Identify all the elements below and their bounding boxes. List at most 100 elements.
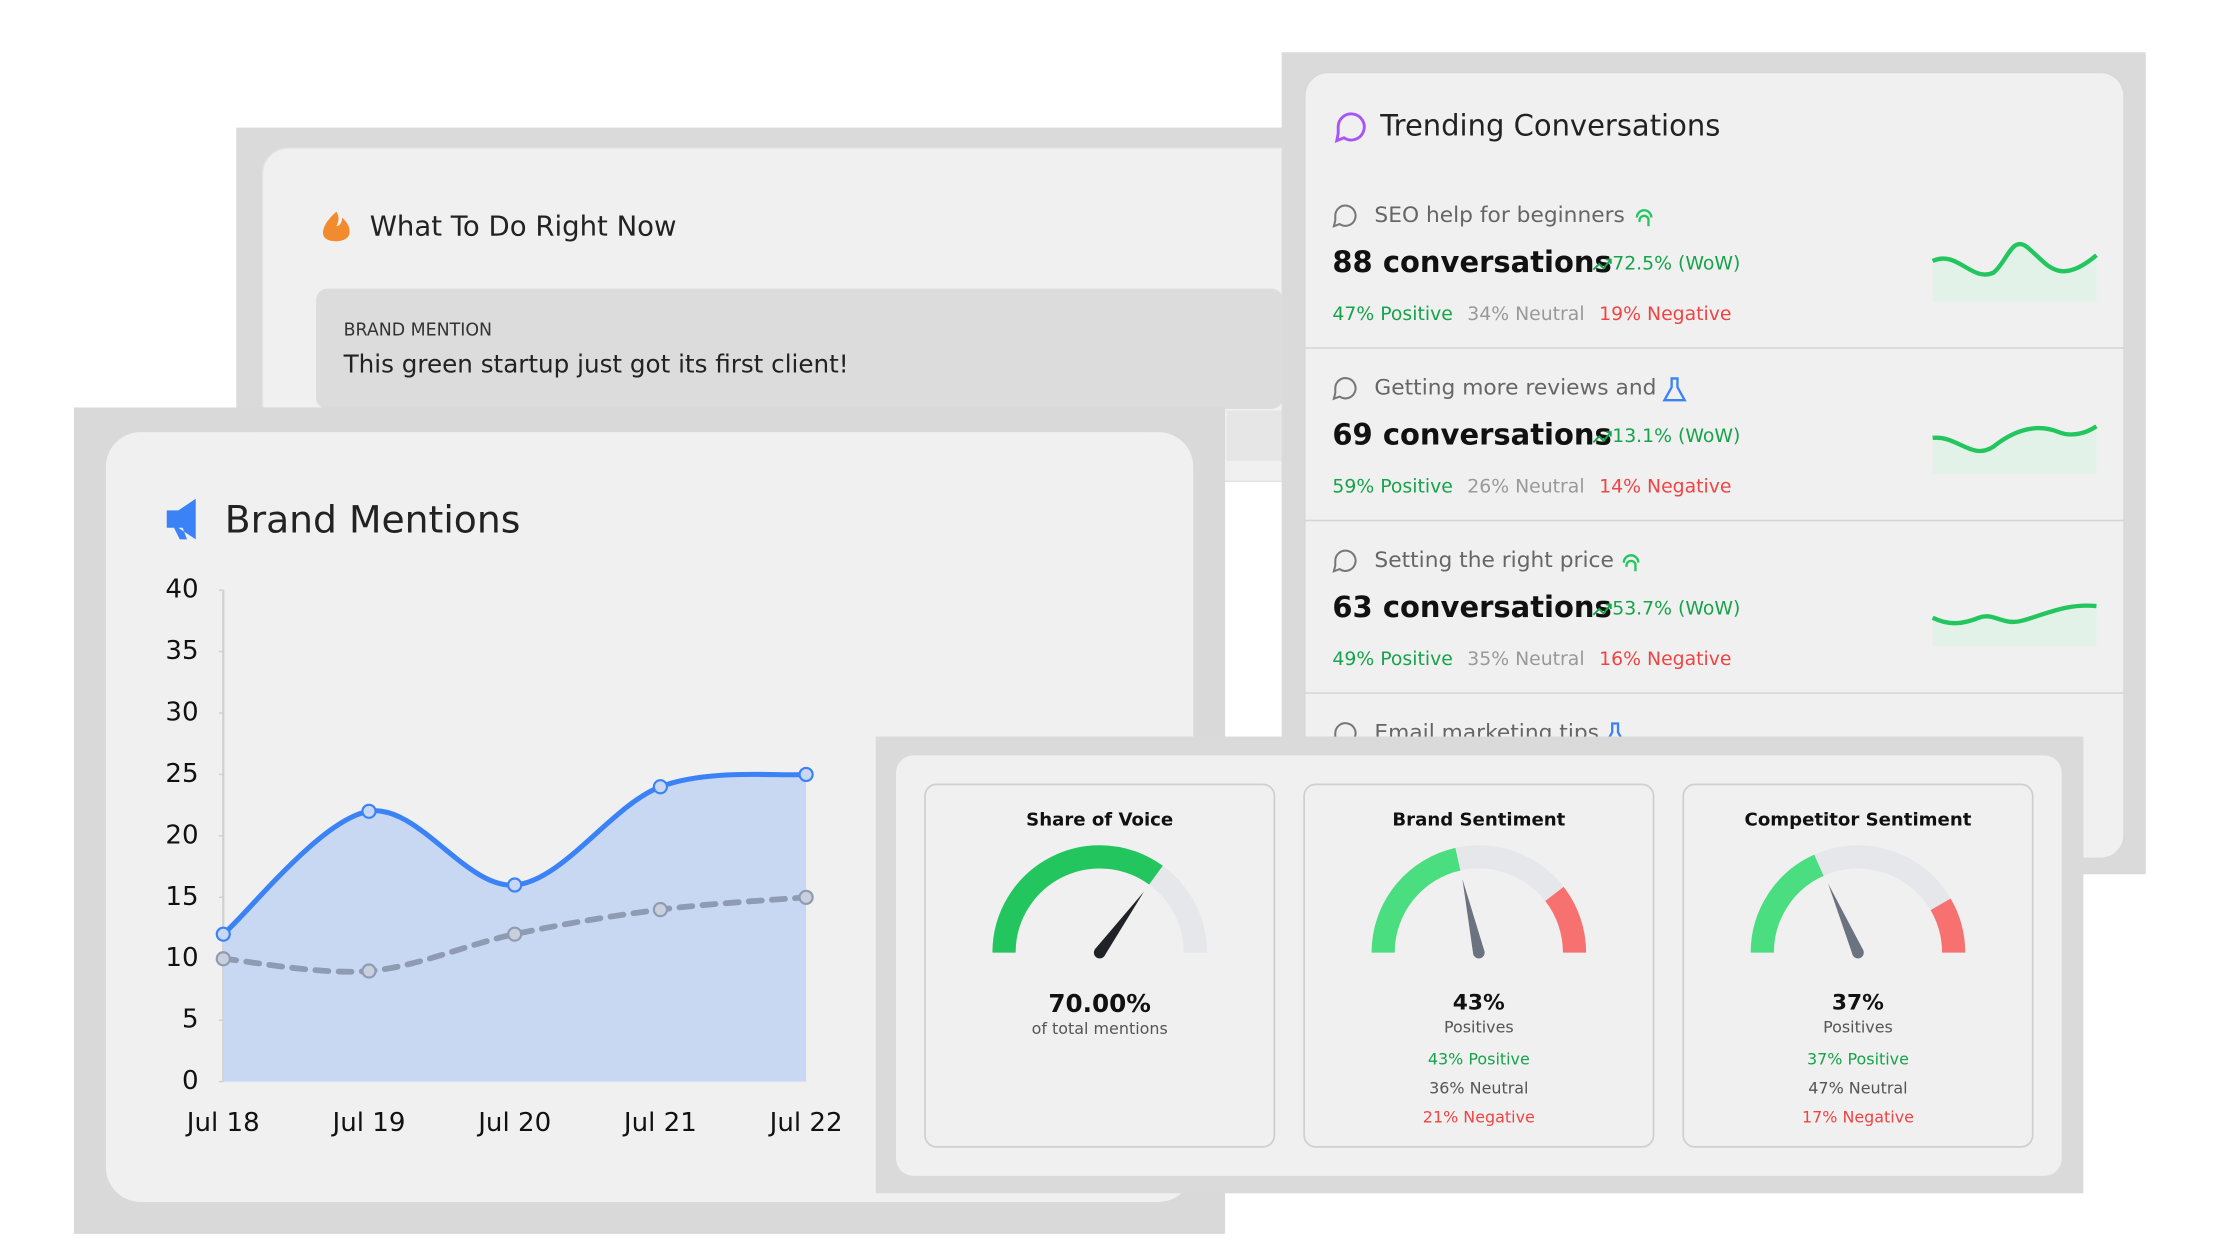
needle-hub bbox=[1093, 946, 1106, 959]
gauge-title: Competitor Sentiment bbox=[1745, 810, 1972, 831]
x-tick-label: Jul 22 bbox=[768, 1108, 843, 1138]
change: 72.5% (WoW) bbox=[1612, 253, 1740, 274]
panel-title: What To Do Right Now bbox=[370, 211, 677, 243]
gauge-box bbox=[1303, 783, 1655, 1148]
needle-hub bbox=[1852, 946, 1864, 959]
topic-icon bbox=[1635, 209, 1653, 227]
point bbox=[507, 926, 523, 942]
gauge-segment bbox=[1371, 847, 1461, 953]
y-tick-label: 30 bbox=[165, 698, 198, 728]
panel-title: Trending Conversations bbox=[1379, 109, 1720, 143]
gauge-value: 37% bbox=[1832, 990, 1884, 1015]
backdrop bbox=[1226, 410, 1284, 462]
y-tick-label: 0 bbox=[182, 1066, 199, 1096]
point bbox=[361, 803, 377, 819]
topic-icon bbox=[1662, 377, 1687, 402]
megaphone-icon bbox=[166, 498, 196, 540]
chat-icon bbox=[1332, 204, 1357, 228]
y-tick-label: 15 bbox=[165, 882, 198, 912]
x-tick-label: Jul 20 bbox=[476, 1108, 551, 1138]
change: 53.7% (WoW) bbox=[1612, 598, 1740, 619]
negative-share: 14% Negative bbox=[1599, 477, 1731, 498]
gauge-segment bbox=[1545, 886, 1587, 954]
needle-hub bbox=[1473, 946, 1485, 959]
negative-share: 19% Negative bbox=[1599, 304, 1731, 325]
suggestion-box bbox=[316, 288, 1284, 409]
todo-panel: What To Do Right Now BRAND MENTION This … bbox=[236, 127, 1337, 483]
x-tick-label: Jul 21 bbox=[622, 1108, 697, 1138]
positive-share: 49% Positive bbox=[1332, 649, 1452, 670]
suggestion-text: This green startup just got its first cl… bbox=[343, 349, 849, 378]
positive-share: 47% Positive bbox=[1332, 304, 1452, 325]
positive-share: 59% Positive bbox=[1332, 477, 1452, 498]
y-tick-label: 20 bbox=[165, 820, 198, 850]
point bbox=[652, 901, 669, 918]
panel-title: Brand Mentions bbox=[225, 497, 521, 541]
conversation-count: 69 conversations bbox=[1332, 417, 1611, 451]
segment-label: 47% Neutral bbox=[1808, 1078, 1907, 1097]
gauge-value: 70.00% bbox=[1048, 989, 1151, 1018]
neutral-share: 34% Neutral bbox=[1467, 304, 1584, 325]
gauge-fill bbox=[992, 845, 1163, 953]
gauge-caption: Positives bbox=[1823, 1017, 1893, 1036]
topic: SEO help for beginners bbox=[1374, 203, 1624, 228]
point bbox=[798, 889, 814, 905]
segment-label: 43% Positive bbox=[1428, 1049, 1530, 1068]
topic: Getting more reviews and bbox=[1374, 376, 1656, 401]
point bbox=[652, 779, 669, 795]
y-tick-label: 25 bbox=[165, 759, 198, 789]
gauge-needle bbox=[1828, 883, 1864, 955]
conversation-count: 63 conversations bbox=[1332, 590, 1611, 624]
trend-arrow bbox=[1592, 431, 1612, 443]
gauge-caption: of total mentions bbox=[1032, 1019, 1168, 1038]
gauge-segment bbox=[1930, 898, 1966, 953]
point bbox=[361, 963, 377, 979]
trend-arrow bbox=[1592, 258, 1612, 271]
segment-label: 17% Negative bbox=[1802, 1107, 1914, 1126]
gauge-segment bbox=[1814, 845, 1951, 911]
line bbox=[220, 894, 810, 975]
neutral-share: 26% Neutral bbox=[1467, 477, 1584, 498]
trend-arrow bbox=[1592, 603, 1612, 616]
gauge-box bbox=[1682, 783, 2034, 1148]
segment-label: 21% Negative bbox=[1423, 1107, 1535, 1126]
y-tick-label: 40 bbox=[165, 575, 198, 605]
sparkline bbox=[1932, 424, 2098, 454]
gauge-caption: Positives bbox=[1444, 1017, 1514, 1036]
topic: Setting the right price bbox=[1374, 548, 1613, 573]
point bbox=[215, 926, 231, 942]
conversation-count: 88 conversations bbox=[1332, 245, 1611, 279]
segment-label: 37% Positive bbox=[1807, 1049, 1909, 1068]
chat-icon bbox=[1334, 112, 1366, 144]
point bbox=[215, 951, 231, 967]
sparkline bbox=[1931, 603, 2097, 626]
gauge-title: Brand Sentiment bbox=[1392, 810, 1565, 831]
gauge-segment bbox=[1455, 845, 1564, 902]
segment-label: 36% Neutral bbox=[1429, 1078, 1528, 1097]
point bbox=[798, 766, 814, 783]
suggestion-label: BRAND MENTION bbox=[344, 321, 492, 341]
point bbox=[507, 877, 523, 893]
chat-icon bbox=[1332, 549, 1357, 573]
negative-share: 16% Negative bbox=[1599, 649, 1731, 670]
gauges-panel: Share of Voice 70.00%of total mentions Bra… bbox=[875, 736, 2084, 1194]
fire-icon bbox=[323, 211, 350, 242]
sparkline-fill bbox=[1932, 426, 2097, 475]
sparkline bbox=[1931, 241, 2098, 277]
sparkline-fill bbox=[1932, 605, 2097, 647]
gauge-title: Share of Voice bbox=[1026, 810, 1173, 831]
gauge-value: 43% bbox=[1453, 990, 1505, 1015]
gauge-segment bbox=[1750, 854, 1825, 953]
neutral-share: 35% Neutral bbox=[1467, 649, 1584, 670]
x-tick-label: Jul 18 bbox=[185, 1108, 260, 1138]
y-tick-label: 5 bbox=[182, 1005, 199, 1035]
y-tick-label: 10 bbox=[165, 943, 198, 973]
y-tick-label: 35 bbox=[165, 636, 198, 666]
chat-icon bbox=[1332, 377, 1357, 401]
x-tick-label: Jul 19 bbox=[331, 1108, 406, 1138]
change: 13.1% (WoW) bbox=[1612, 426, 1740, 447]
gauge-box bbox=[924, 783, 1276, 1148]
gauge-needle bbox=[1462, 879, 1485, 954]
